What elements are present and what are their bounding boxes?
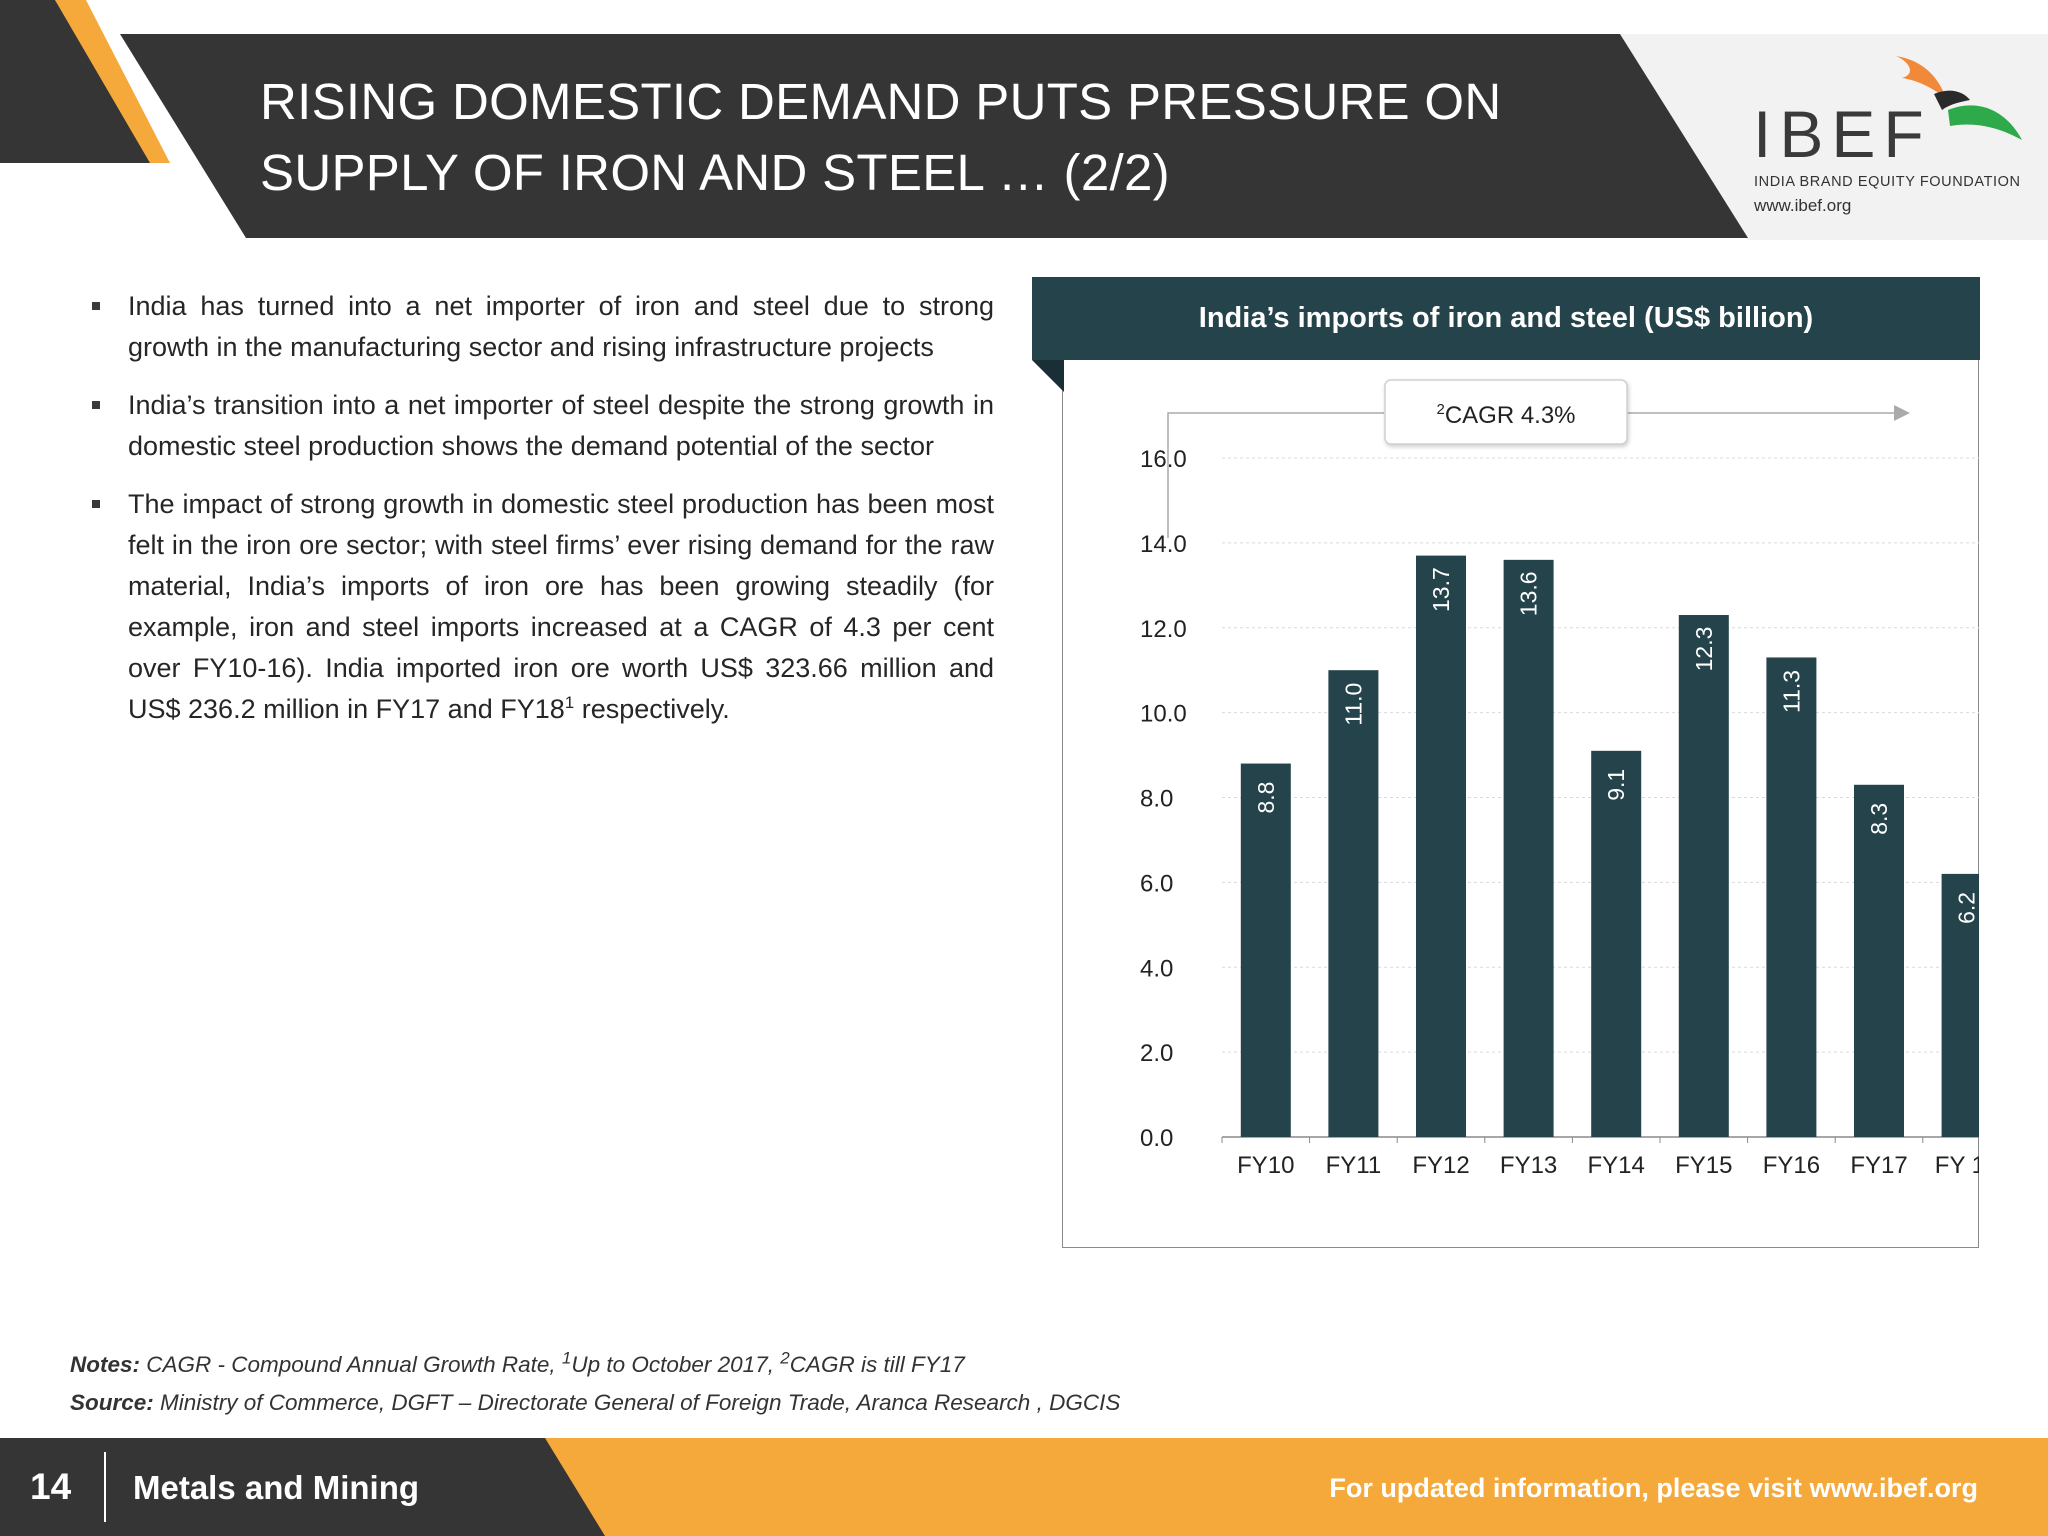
cagr-value: CAGR 4.3% <box>1445 402 1576 429</box>
y-tick-label: 10.0 <box>1140 701 1187 728</box>
y-tick-label: 4.0 <box>1140 955 1173 982</box>
bar-value-label: 9.1 <box>1603 769 1629 801</box>
bullet-list: India has turned into a net importer of … <box>88 286 994 747</box>
x-tick-label: FY 18 <box>1935 1152 1979 1179</box>
source-line: Source: Ministry of Commerce, DGFT – Dir… <box>70 1390 1120 1416</box>
bullet-item-2: India’s transition into a net importer o… <box>88 385 994 467</box>
bar-fy15 <box>1678 615 1729 1137</box>
bullet-item-1: India has turned into a net importer of … <box>88 286 994 368</box>
page-title-line-2: SUPPLY OF IRON AND STEEL … (2/2) <box>260 144 1170 201</box>
notes-text-c: CAGR is till FY17 <box>789 1352 965 1377</box>
bar-value-label: 6.2 <box>1954 892 1979 924</box>
logo-wordmark: IBEF <box>1753 97 1932 171</box>
footnote-marker: 1 <box>564 693 575 712</box>
notes-label: Notes: <box>70 1352 141 1377</box>
y-tick-label: 6.0 <box>1140 870 1173 897</box>
imports-bar-chart: 0.0 2.0 4.0 6.0 8.0 10.0 12.0 14.0 16.0 8.8 FY10 11… <box>1140 379 1979 1179</box>
bar-value-label: 13.6 <box>1516 571 1542 616</box>
footer-section-title: Metals and Mining <box>133 1469 420 1506</box>
bar-value-label: 11.3 <box>1778 670 1804 713</box>
y-tick-label: 0.0 <box>1140 1125 1173 1152</box>
bar-fy14 <box>1591 750 1642 1137</box>
notes-line: Notes: CAGR - Compound Annual Growth Rat… <box>70 1348 965 1378</box>
x-tick-label: FY13 <box>1500 1152 1557 1179</box>
logo-tagline: INDIA BRAND EQUITY FOUNDATION <box>1754 174 2021 190</box>
cagr-footnote-marker: 2 <box>1436 401 1444 418</box>
bird-icon <box>1896 56 2022 140</box>
x-tick-label: FY15 <box>1675 1152 1732 1179</box>
page-title-line-1: RISING DOMESTIC DEMAND PUTS PRESSURE ON <box>260 73 1502 130</box>
bar-fy18 <box>1941 873 1979 1137</box>
chart-header-fold <box>1032 360 1064 392</box>
notes-sup-1: 1 <box>561 1348 572 1368</box>
y-tick-label: 16.0 <box>1140 446 1187 473</box>
ibef-logo: IBEF INDIA BRAND EQUITY FOUNDATION www.i… <box>1748 54 2028 224</box>
cagr-bracket-line <box>1167 412 1384 538</box>
footer-background <box>0 1438 2048 1536</box>
bullet-item-3: The impact of strong growth in domestic … <box>88 484 994 730</box>
cagr-annotation-text: 2CAGR 4.3% <box>1436 401 1575 429</box>
notes-text-b: Up to October 2017, <box>571 1352 781 1377</box>
x-tick-label: FY14 <box>1588 1152 1645 1179</box>
notes-text-a: CAGR - Compound Annual Growth Rate, <box>140 1352 562 1377</box>
cagr-annotation-box <box>1384 379 1628 445</box>
bullet-square-icon <box>92 401 100 409</box>
y-tick-label: 12.0 <box>1140 616 1187 643</box>
bullet-text-2: India’s transition into a net importer o… <box>128 390 994 461</box>
x-tick-label: FY11 <box>1326 1152 1382 1179</box>
bar-fy12 <box>1416 555 1466 1137</box>
bullet-text-3-tail: respectively. <box>574 694 730 724</box>
x-tick-label: FY12 <box>1412 1152 1469 1179</box>
bar-fy11 <box>1328 670 1379 1137</box>
source-text: Ministry of Commerce, DGFT – Directorate… <box>153 1390 1121 1415</box>
source-label: Source: <box>70 1390 154 1415</box>
bullet-square-icon <box>92 302 100 310</box>
y-tick-label: 2.0 <box>1140 1040 1173 1067</box>
chart-title: India’s imports of iron and steel (US$ b… <box>1198 302 1814 334</box>
bar-value-label: 11.0 <box>1340 683 1366 726</box>
arrow-right-icon <box>1894 405 1910 421</box>
header-background <box>0 0 2048 240</box>
y-tick-label: 14.0 <box>1140 531 1187 558</box>
y-tick-label: 8.0 <box>1140 786 1173 813</box>
x-tick-label: FY16 <box>1763 1152 1820 1179</box>
bar-value-label: 12.3 <box>1691 627 1717 672</box>
bar-fy16 <box>1766 657 1817 1137</box>
bar-fy17 <box>1854 784 1904 1137</box>
bar-value-label: 8.3 <box>1866 803 1892 835</box>
bar-value-label: 13.7 <box>1428 567 1454 612</box>
bullet-text-3: The impact of strong growth in domestic … <box>128 489 994 724</box>
x-tick-label: FY10 <box>1237 1152 1294 1179</box>
footer-divider <box>104 1452 106 1522</box>
bullet-text-1: India has turned into a net importer of … <box>128 291 994 362</box>
logo-url: www.ibef.org <box>1754 196 1852 215</box>
notes-sup-2: 2 <box>780 1348 790 1368</box>
bar-fy10 <box>1240 763 1291 1137</box>
bullet-square-icon <box>92 500 100 508</box>
footer-visit-link[interactable]: For updated information, please visit ww… <box>1329 1473 1978 1503</box>
bar-fy13 <box>1503 559 1554 1137</box>
chart-header-band <box>1032 277 1980 360</box>
x-tick-label: FY17 <box>1850 1152 1907 1179</box>
bar-value-label: 8.8 <box>1253 782 1279 814</box>
page-number: 14 <box>30 1466 72 1507</box>
